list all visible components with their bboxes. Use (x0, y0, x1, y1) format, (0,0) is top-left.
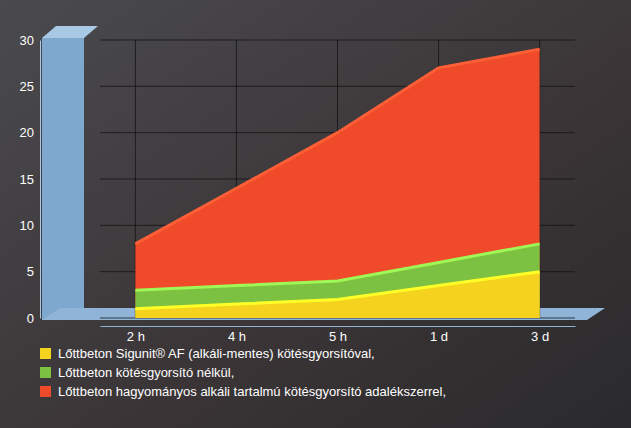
tick-label: 5 (27, 264, 34, 279)
tick: 10 (20, 218, 40, 233)
marks (135, 49, 539, 318)
tick-label: 20 (20, 125, 34, 140)
tick: 25 (20, 79, 40, 94)
legend-swatch (40, 348, 51, 359)
tick: 0 (27, 311, 40, 326)
tick: 3 d (531, 326, 549, 344)
tick-label: 0 (27, 311, 34, 326)
legend-label: Lőttbeton kötésgyorsító nélkül, (58, 365, 234, 380)
tick: 5 (27, 264, 40, 279)
tick-label: 4 h (228, 329, 246, 344)
axis-line (40, 41, 41, 319)
background (0, 0, 631, 428)
legend-swatch (40, 367, 51, 378)
area (135, 272, 539, 318)
pillar-top (42, 26, 98, 38)
pillar (42, 38, 84, 320)
legend-label: Lőttbeton Sigunit® AF (alkáli-mentes) kö… (58, 346, 375, 361)
tick: 30 (20, 33, 40, 48)
tick-label: 2 h (127, 329, 145, 344)
area (135, 49, 539, 318)
legend: Lőttbeton Sigunit® AF (alkáli-mentes) kö… (40, 346, 446, 399)
area-top (135, 49, 539, 244)
x-axis: 2 h 4 h 5 h 1 d 3 d (101, 326, 576, 344)
area (135, 244, 539, 318)
legend-swatch (40, 386, 51, 397)
tick-label: 30 (20, 33, 34, 48)
chart: 0 5 10 15 20 25 30 2 h 4 h 5 h 1 d 3 d Lőttbeton Sig… (0, 0, 631, 428)
tick-label: 3 d (531, 329, 549, 344)
tick: 5 h (329, 326, 347, 344)
tick-label: 15 (20, 172, 34, 187)
tick-label: 10 (20, 218, 34, 233)
tick: 20 (20, 125, 40, 140)
tick: 15 (20, 172, 40, 187)
legend-label: Lőttbeton hagyományos alkáli tartalmú kö… (58, 384, 446, 399)
tick: 4 h (228, 326, 246, 344)
y-axis: 0 5 10 15 20 25 30 (20, 33, 41, 326)
tick-label: 25 (20, 79, 34, 94)
tick: 1 d (430, 326, 448, 344)
area-top (135, 272, 539, 309)
tick-label: 1 d (430, 329, 448, 344)
tick-label: 5 h (329, 329, 347, 344)
grid (100, 40, 575, 318)
tick: 2 h (127, 326, 145, 344)
axis-line (101, 326, 576, 327)
